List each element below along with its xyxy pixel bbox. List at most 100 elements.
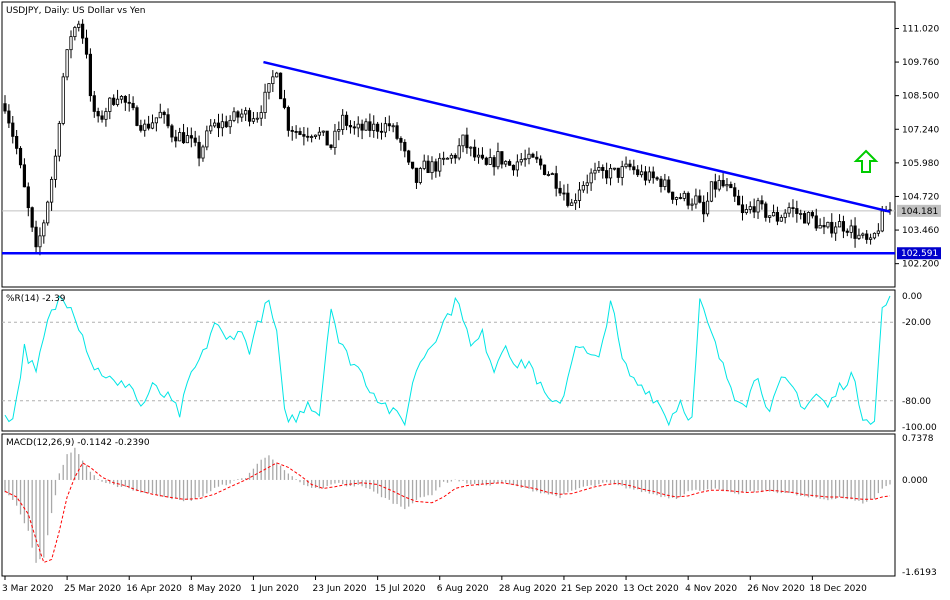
candle-body — [694, 195, 698, 205]
candle-body — [717, 179, 721, 190]
macd-tick-label: -1.6193 — [902, 568, 937, 578]
candle-body — [34, 226, 38, 248]
candle-body — [65, 49, 69, 78]
candle-body — [395, 125, 399, 139]
macd-layer — [4, 447, 891, 564]
candle-body — [69, 36, 73, 51]
candle-body — [461, 134, 465, 147]
price-tick-label: 108.500 — [902, 92, 939, 102]
williams-layer — [2, 295, 895, 427]
candle-body — [7, 110, 11, 124]
candle-body — [519, 159, 523, 163]
candle-body — [181, 132, 186, 144]
candle-body — [484, 157, 488, 165]
price-tick-label: 102.200 — [902, 260, 939, 270]
candle-body — [259, 112, 263, 119]
candle-body — [372, 123, 376, 131]
candle-body — [18, 147, 23, 166]
candle-body — [57, 123, 61, 157]
candle-body — [488, 157, 492, 165]
candle-body — [496, 151, 500, 168]
candle-body — [115, 98, 120, 105]
candle-body — [224, 121, 228, 128]
williams-tick-label: -100.00 — [902, 423, 937, 433]
candle-body — [558, 187, 562, 194]
price-tick-label: 103.460 — [902, 226, 939, 236]
candle-body — [651, 171, 655, 179]
candle-body — [476, 154, 481, 158]
candle-body — [135, 107, 139, 126]
candle-body — [826, 221, 830, 228]
candle-body — [822, 224, 826, 228]
candle-body — [698, 195, 702, 203]
candle-body — [729, 184, 733, 189]
candle-body — [92, 95, 96, 112]
candle-body — [876, 230, 880, 234]
x-tick-label: 3 Mar 2020 — [2, 584, 54, 594]
x-tick-label: 23 Jun 2020 — [313, 584, 367, 594]
candle-body — [733, 187, 737, 197]
x-tick-label: 28 Aug 2020 — [499, 584, 557, 594]
candle-body — [457, 145, 461, 159]
candle-body — [705, 200, 710, 215]
macd-panel-frame — [1, 433, 896, 577]
candle-body — [783, 212, 787, 218]
candle-body — [294, 131, 298, 133]
candle-body — [593, 169, 597, 174]
arrow-up-icon — [853, 149, 879, 173]
candle-body — [725, 184, 729, 187]
candle-body — [30, 207, 34, 228]
williams-tick-label: -80.00 — [902, 397, 931, 407]
candle-body — [616, 167, 620, 178]
candle-body — [597, 167, 601, 171]
candle-body — [647, 171, 651, 181]
candle-body — [511, 164, 516, 171]
candle-body — [410, 161, 415, 169]
candle-body — [830, 221, 834, 234]
candle-body — [426, 160, 430, 174]
candle-body — [779, 217, 783, 222]
current-price-label: 104.181 — [901, 207, 938, 217]
candle-body — [189, 135, 193, 139]
candle-body — [376, 123, 380, 132]
candle-body — [275, 72, 279, 78]
candle-body — [764, 203, 768, 218]
x-tick-label: 25 Mar 2020 — [64, 584, 121, 594]
candle-body — [562, 192, 566, 195]
candle-body — [834, 226, 838, 234]
candle-body — [329, 144, 333, 149]
candle-body — [527, 153, 531, 160]
candle-body — [104, 111, 108, 120]
candle-body — [278, 72, 283, 100]
macd-panel-title: MACD(12,26,9) -0.1142 -0.2390 — [6, 438, 150, 448]
candle-body — [620, 166, 624, 178]
candle-body — [3, 103, 7, 112]
candle-body — [325, 130, 329, 146]
candle-body — [806, 212, 811, 224]
candle-body — [535, 156, 539, 160]
candle-body — [678, 197, 682, 199]
candle-body — [865, 233, 869, 240]
candle-body — [799, 213, 803, 215]
candle-body — [690, 203, 694, 206]
candle-body — [147, 123, 151, 129]
candle-body — [713, 181, 717, 190]
candle-body — [803, 213, 807, 224]
candle-body — [771, 212, 776, 217]
candle-body — [193, 137, 197, 143]
candle-body — [868, 237, 873, 240]
candle-body — [209, 125, 213, 132]
x-tick-label: 18 Dec 2020 — [809, 584, 867, 594]
candle-body — [197, 141, 201, 159]
candle-body — [418, 168, 422, 183]
candle-body — [46, 201, 50, 224]
candle-body — [232, 111, 236, 121]
candle-body — [150, 122, 155, 129]
candle-body — [185, 135, 190, 144]
candle-body — [379, 130, 384, 133]
candle-body — [550, 173, 554, 176]
candle-body — [26, 186, 30, 209]
candle-body — [387, 123, 391, 127]
candle-body — [469, 146, 473, 149]
